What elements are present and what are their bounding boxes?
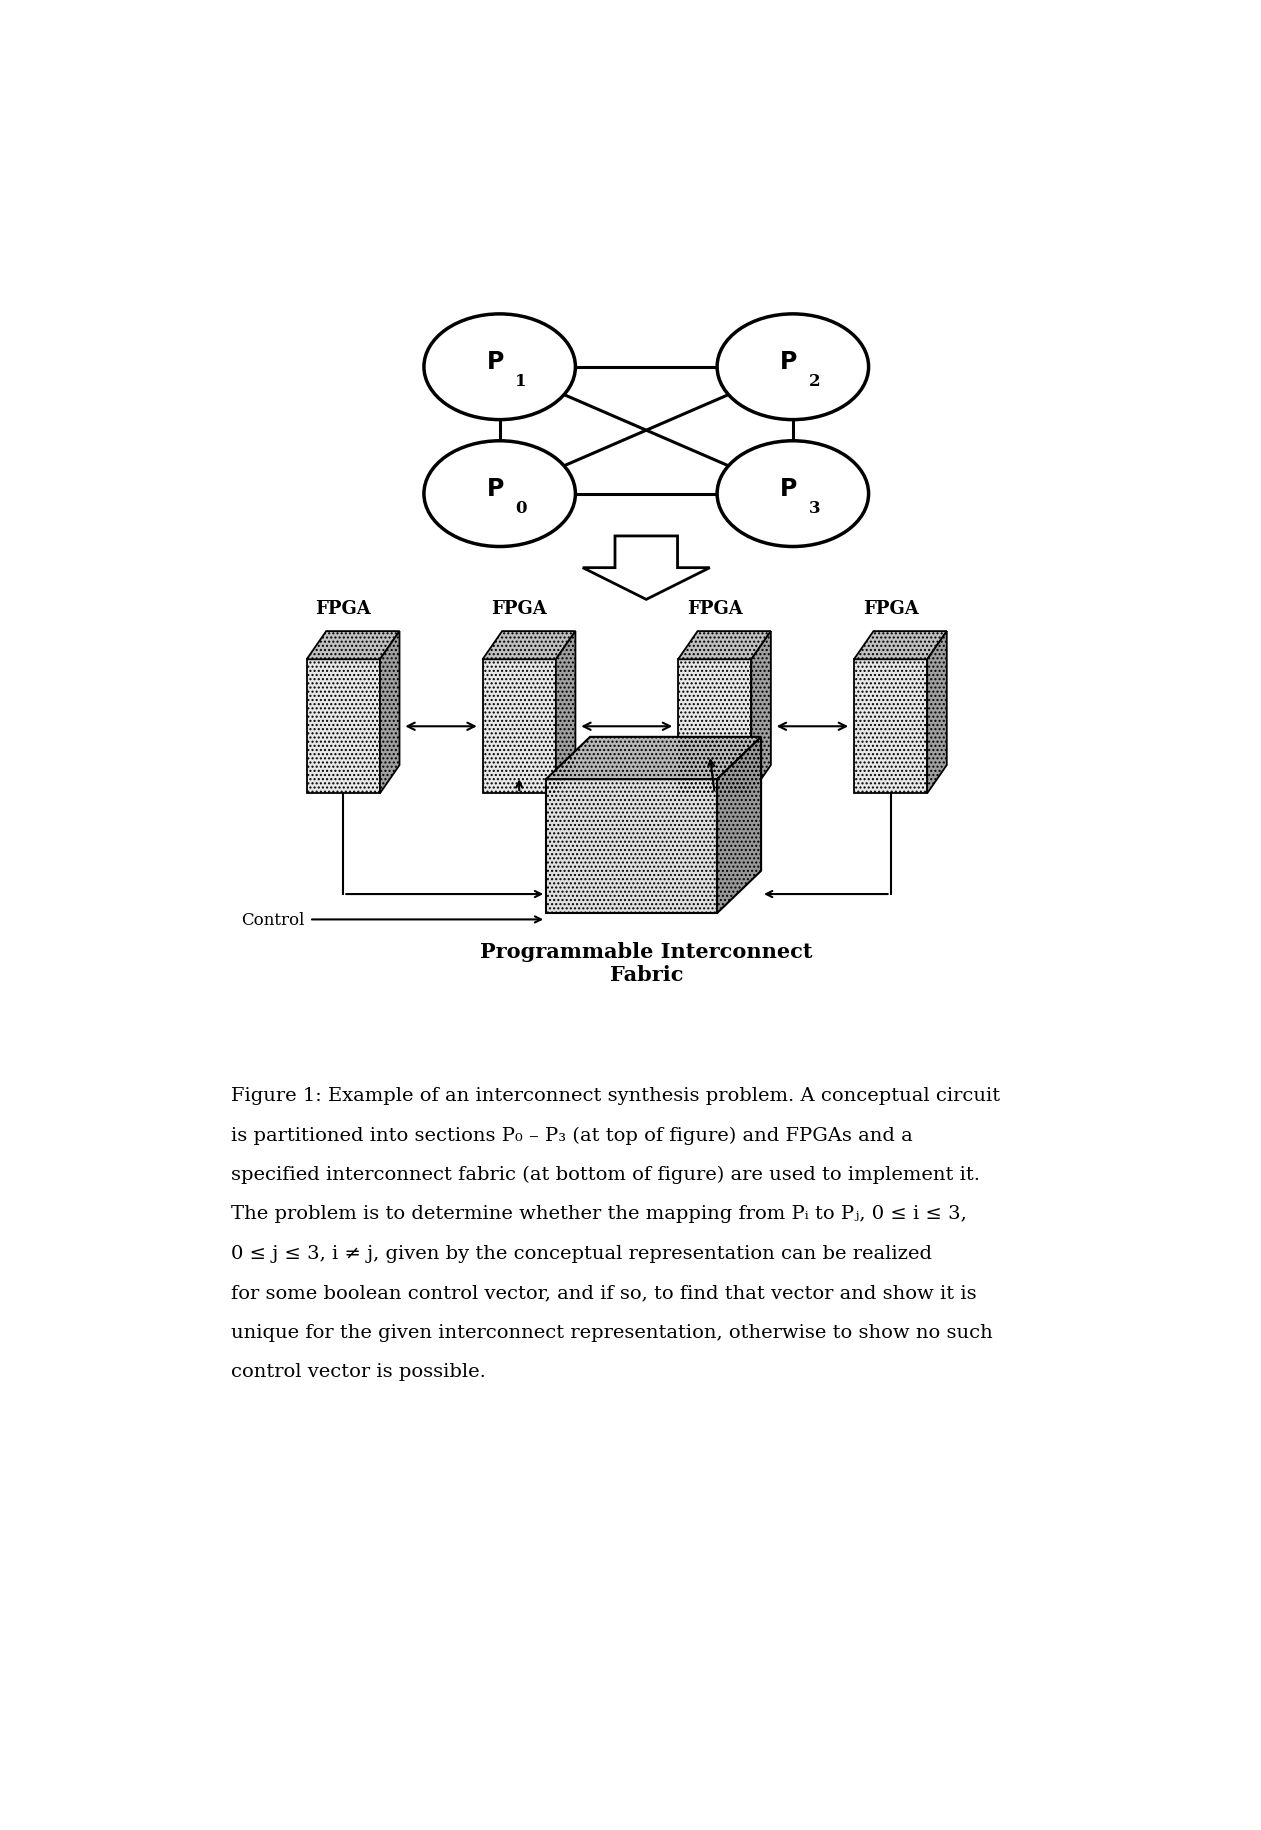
- Polygon shape: [752, 631, 770, 794]
- Text: Figure 1: Example of an interconnect synthesis problem. A conceptual circuit: Figure 1: Example of an interconnect syn…: [231, 1087, 1000, 1103]
- Text: $\mathbf{P}$: $\mathbf{P}$: [485, 478, 504, 501]
- Text: FPGA: FPGA: [315, 600, 371, 619]
- Polygon shape: [927, 631, 947, 794]
- Text: control vector is possible.: control vector is possible.: [231, 1362, 485, 1380]
- Polygon shape: [678, 661, 752, 794]
- Polygon shape: [546, 780, 718, 913]
- Text: $\mathbf{P}$: $\mathbf{P}$: [485, 350, 504, 373]
- Polygon shape: [380, 631, 400, 794]
- Polygon shape: [483, 631, 575, 661]
- Polygon shape: [306, 631, 400, 661]
- Text: 1: 1: [516, 373, 527, 390]
- Polygon shape: [718, 737, 762, 913]
- Ellipse shape: [718, 315, 869, 421]
- Text: The problem is to determine whether the mapping from Pᵢ to Pⱼ, 0 ≤ i ≤ 3,: The problem is to determine whether the …: [231, 1204, 967, 1222]
- Polygon shape: [854, 631, 947, 661]
- Polygon shape: [546, 737, 762, 780]
- Polygon shape: [583, 536, 710, 600]
- Polygon shape: [854, 661, 927, 794]
- Text: 0: 0: [516, 500, 527, 516]
- Polygon shape: [483, 661, 556, 794]
- Polygon shape: [678, 631, 770, 661]
- Ellipse shape: [424, 441, 575, 547]
- Text: unique for the given interconnect representation, otherwise to show no such: unique for the given interconnect repres…: [231, 1323, 992, 1341]
- Text: 2: 2: [808, 373, 820, 390]
- Text: specified interconnect fabric (at bottom of figure) are used to implement it.: specified interconnect fabric (at bottom…: [231, 1166, 980, 1184]
- Polygon shape: [556, 631, 575, 794]
- Text: FPGA: FPGA: [687, 600, 743, 619]
- Ellipse shape: [718, 441, 869, 547]
- Text: is partitioned into sections P₀ – P₃ (at top of figure) and FPGAs and a: is partitioned into sections P₀ – P₃ (at…: [231, 1125, 913, 1144]
- Text: Control: Control: [241, 911, 304, 928]
- Text: for some boolean control vector, and if so, to find that vector and show it is: for some boolean control vector, and if …: [231, 1283, 976, 1301]
- Text: FPGA: FPGA: [863, 600, 918, 619]
- Text: 3: 3: [808, 500, 820, 516]
- Text: $\mathbf{P}$: $\mathbf{P}$: [779, 478, 797, 501]
- Text: 0 ≤ j ≤ 3, i ≠ j, given by the conceptual representation can be realized: 0 ≤ j ≤ 3, i ≠ j, given by the conceptua…: [231, 1244, 932, 1263]
- Text: $\mathbf{P}$: $\mathbf{P}$: [779, 350, 797, 373]
- Ellipse shape: [424, 315, 575, 421]
- Text: Programmable Interconnect
Fabric: Programmable Interconnect Fabric: [480, 941, 812, 985]
- Text: FPGA: FPGA: [492, 600, 547, 619]
- Polygon shape: [306, 661, 380, 794]
